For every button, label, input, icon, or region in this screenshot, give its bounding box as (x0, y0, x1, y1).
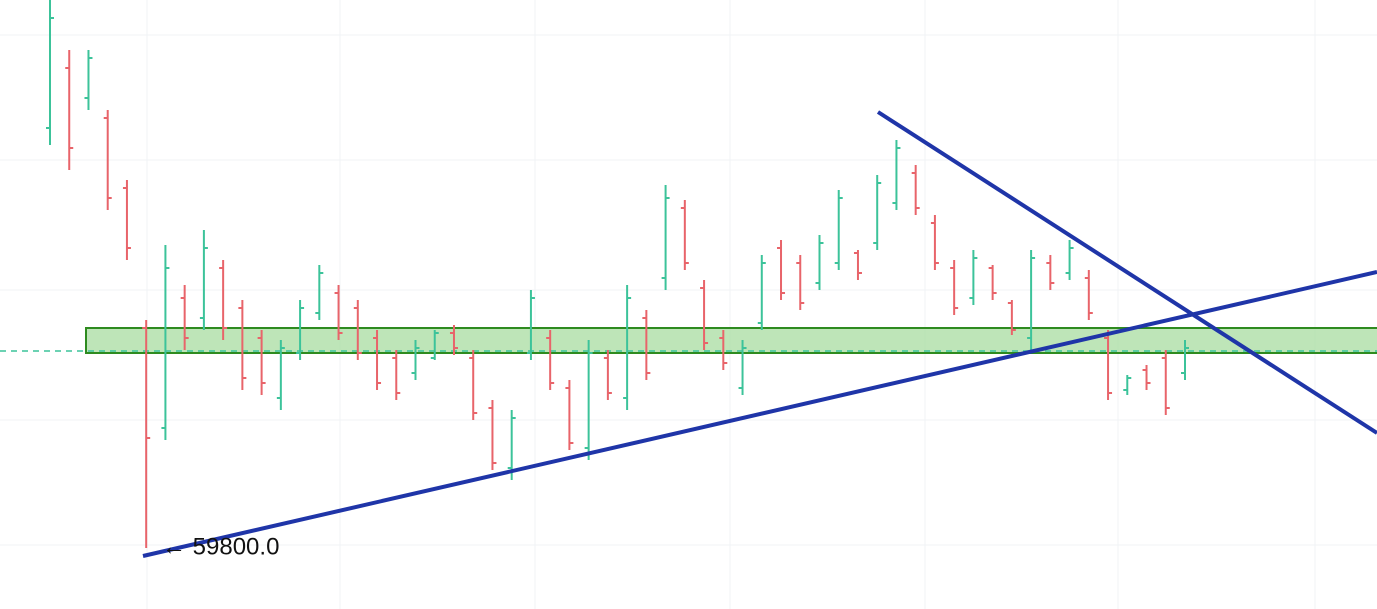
bars (46, 0, 1189, 548)
trend-line (142, 270, 1377, 558)
trend-line (876, 110, 1377, 435)
zone (85, 327, 1377, 354)
annotation: ← 59800.0 (162, 533, 279, 560)
